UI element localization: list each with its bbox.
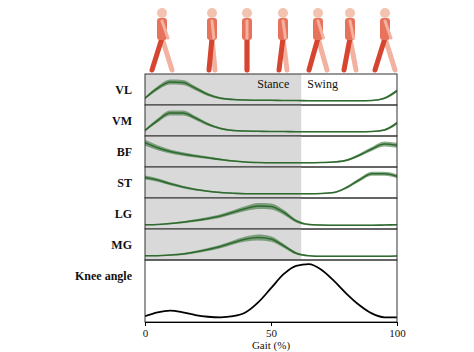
panel-frame — [145, 229, 397, 260]
panel-label: LG — [115, 207, 132, 221]
figure-arm — [246, 21, 249, 38]
figure-head — [242, 8, 252, 18]
figure-leg — [318, 38, 327, 70]
panel-label: VL — [115, 83, 132, 97]
walking-figure — [375, 8, 395, 70]
walking-figure — [207, 8, 217, 70]
line — [145, 174, 397, 194]
figure-leg — [375, 38, 385, 70]
figure-leg — [152, 38, 162, 70]
panel — [145, 198, 397, 229]
line — [145, 238, 397, 257]
error-band — [145, 140, 397, 164]
panel — [145, 74, 397, 105]
walking-figure — [344, 8, 356, 70]
error-band — [145, 111, 397, 133]
tick-label: 50 — [266, 327, 278, 339]
figure-leg — [162, 38, 172, 70]
phase-label: Stance — [257, 77, 289, 91]
panel-frame — [145, 74, 397, 105]
figure-arm — [212, 21, 214, 38]
panel-label: ST — [117, 176, 132, 190]
panel-label: Knee angle — [75, 269, 133, 283]
panel — [145, 167, 397, 198]
figure-head — [345, 8, 355, 18]
figure-arm — [283, 21, 285, 38]
figure-body — [207, 18, 217, 40]
figure-leg — [309, 38, 318, 70]
panel — [145, 136, 397, 167]
error-band — [145, 235, 397, 257]
figure-head — [380, 8, 390, 18]
tick: 50 — [266, 322, 278, 339]
walking-figure — [309, 8, 327, 70]
figure-body — [278, 18, 288, 40]
line — [145, 206, 397, 225]
figure-head — [157, 8, 167, 18]
tick-mark — [397, 322, 398, 326]
figure-body — [345, 18, 355, 40]
figure-leg — [344, 38, 350, 70]
panel-frame — [145, 105, 397, 136]
plot-area — [145, 203, 397, 226]
figure-leg — [385, 38, 395, 70]
panel-frame — [145, 198, 397, 229]
tick: 0 — [143, 322, 149, 339]
plot-area — [145, 111, 397, 133]
figure-arm — [350, 21, 354, 38]
panel — [145, 229, 397, 260]
panel-frame — [145, 136, 397, 167]
tick-mark — [145, 322, 146, 326]
x-axis-title: Gait (%) — [252, 339, 291, 352]
figure-leg — [245, 38, 250, 70]
figure-arm — [162, 21, 168, 38]
error-band — [145, 203, 397, 226]
walking-figure — [278, 8, 288, 70]
chart: VL Stance Swing VM BF ST LG MG Knee angle 0 50 100 G… — [0, 0, 474, 352]
figure-body — [380, 18, 390, 40]
plot-area — [145, 264, 397, 317]
plot-area — [145, 172, 397, 195]
phase-label: Swing — [307, 77, 338, 91]
line — [145, 113, 397, 132]
figure-head — [278, 8, 288, 18]
tick: 100 — [389, 322, 406, 339]
tick-mark — [271, 322, 272, 326]
panel — [145, 260, 397, 322]
figure-body — [157, 18, 167, 40]
plot-area — [145, 235, 397, 257]
error-band — [145, 172, 397, 195]
figure-head — [313, 8, 323, 18]
walking-figures — [152, 8, 395, 70]
panel-label: BF — [117, 145, 132, 159]
panel-frame — [145, 260, 397, 322]
figure-arm — [385, 21, 391, 38]
panel-label: VM — [112, 114, 132, 128]
figure-head — [207, 8, 217, 18]
walking-figure — [242, 8, 252, 70]
plot-area — [145, 140, 397, 164]
figure-leg — [245, 38, 250, 70]
panel-label: MG — [111, 238, 132, 252]
figure-leg — [209, 38, 212, 70]
panel — [145, 105, 397, 136]
x-axis: 0 50 100 — [143, 322, 407, 339]
figure-arm — [318, 21, 323, 38]
line — [145, 264, 397, 317]
tick-label: 0 — [143, 327, 149, 339]
figure-leg — [279, 38, 283, 70]
walking-figure — [152, 8, 172, 70]
tick-label: 100 — [389, 327, 406, 339]
panel-frame — [145, 167, 397, 198]
figure-body — [313, 18, 323, 40]
line — [145, 143, 397, 163]
figure-body — [242, 18, 252, 40]
